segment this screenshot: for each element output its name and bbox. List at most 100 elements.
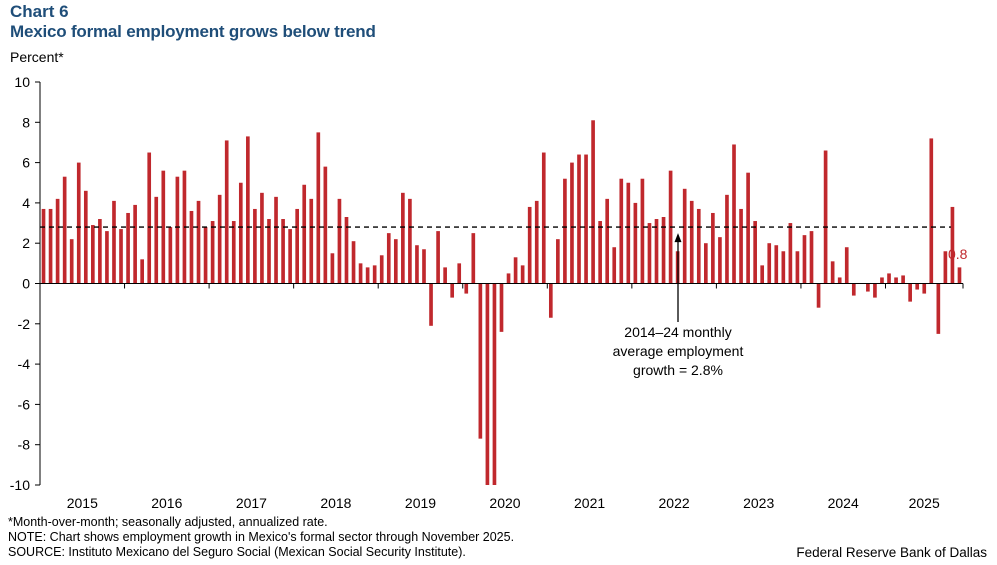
bar bbox=[189, 210, 194, 284]
y-axis-unit-label: Percent* bbox=[10, 49, 64, 65]
bar bbox=[548, 283, 553, 318]
bar bbox=[309, 198, 314, 284]
chart-title: Mexico formal employment grows below tre… bbox=[10, 22, 376, 41]
bar bbox=[217, 194, 222, 284]
bar bbox=[408, 198, 412, 284]
bar bbox=[767, 243, 772, 284]
bar bbox=[140, 259, 144, 284]
bar bbox=[746, 172, 750, 284]
bar bbox=[873, 283, 877, 298]
bar bbox=[901, 275, 905, 284]
bar bbox=[295, 208, 299, 284]
bar bbox=[929, 138, 934, 284]
footnote-asterisk: *Month-over-month; seasonally adjusted, … bbox=[8, 515, 328, 529]
bar bbox=[598, 221, 602, 284]
annotation-line-1: 2014–24 monthly bbox=[624, 324, 731, 340]
bar bbox=[379, 255, 384, 284]
bar bbox=[534, 200, 539, 284]
bar bbox=[91, 225, 95, 284]
bar bbox=[98, 219, 102, 284]
y-tick-label: 2 bbox=[22, 235, 30, 251]
bar bbox=[563, 178, 567, 284]
x-year-label: 2021 bbox=[574, 495, 605, 511]
bar-series bbox=[41, 120, 962, 485]
bar bbox=[823, 150, 828, 284]
bar bbox=[147, 152, 152, 284]
bar bbox=[922, 283, 927, 294]
bar bbox=[330, 253, 335, 284]
bar bbox=[112, 200, 116, 284]
bar bbox=[450, 283, 455, 298]
bar bbox=[915, 283, 920, 290]
bar bbox=[196, 200, 201, 284]
x-year-label: 2018 bbox=[320, 495, 351, 511]
bar bbox=[957, 267, 962, 284]
footnote-note: NOTE: Chart shows employment growth in M… bbox=[8, 530, 515, 544]
bar bbox=[837, 277, 842, 284]
bar bbox=[83, 190, 88, 284]
bar bbox=[816, 283, 821, 308]
bar bbox=[499, 283, 504, 332]
bar bbox=[943, 251, 948, 284]
bar bbox=[274, 196, 278, 284]
bar bbox=[386, 233, 391, 284]
bar bbox=[760, 265, 765, 284]
bar bbox=[781, 251, 786, 284]
bar bbox=[950, 206, 955, 284]
bar bbox=[753, 221, 757, 284]
bar bbox=[401, 192, 405, 284]
bar bbox=[351, 241, 356, 284]
bar bbox=[802, 235, 807, 284]
bar bbox=[809, 231, 814, 284]
bar bbox=[696, 208, 701, 284]
bar bbox=[358, 263, 363, 284]
bar bbox=[69, 239, 74, 284]
x-year-label: 2015 bbox=[67, 495, 98, 511]
y-tick-label: -6 bbox=[18, 396, 31, 412]
bar bbox=[323, 166, 328, 284]
bar bbox=[41, 208, 46, 284]
bar bbox=[612, 247, 617, 284]
bar bbox=[704, 243, 708, 284]
bar bbox=[711, 212, 715, 284]
x-axis-ticks bbox=[39, 283, 964, 289]
bar bbox=[739, 208, 743, 284]
y-tick-label: -10 bbox=[10, 477, 30, 493]
bar bbox=[556, 239, 560, 284]
bar bbox=[55, 198, 60, 284]
bar bbox=[485, 283, 490, 485]
annotation-line-2: average employment bbox=[613, 343, 744, 359]
bar bbox=[478, 283, 483, 439]
bar bbox=[429, 283, 433, 326]
bar bbox=[210, 221, 215, 284]
bar bbox=[231, 221, 236, 284]
bar bbox=[774, 245, 779, 284]
bar bbox=[718, 237, 722, 284]
x-year-label: 2025 bbox=[909, 495, 940, 511]
last-value-label: 0.8 bbox=[948, 246, 968, 262]
bar bbox=[253, 208, 257, 284]
bar bbox=[464, 283, 469, 294]
bar bbox=[203, 227, 208, 284]
bar bbox=[633, 202, 638, 284]
bar bbox=[619, 178, 624, 284]
bar bbox=[154, 196, 159, 284]
y-tick-label: 0 bbox=[22, 276, 30, 292]
bar bbox=[506, 273, 511, 284]
bar bbox=[661, 217, 666, 284]
bar bbox=[126, 212, 130, 284]
bar bbox=[626, 182, 631, 284]
bar bbox=[267, 219, 271, 284]
bar bbox=[415, 245, 419, 284]
y-tick-label: 8 bbox=[22, 114, 30, 130]
bar bbox=[76, 162, 81, 284]
bar bbox=[372, 265, 377, 284]
bar bbox=[520, 265, 525, 284]
bar bbox=[844, 247, 849, 284]
y-tick-label: 4 bbox=[22, 195, 30, 211]
bar bbox=[725, 194, 729, 284]
bar bbox=[238, 182, 243, 284]
annotation-arrow-head bbox=[674, 233, 682, 243]
bar bbox=[647, 223, 652, 284]
